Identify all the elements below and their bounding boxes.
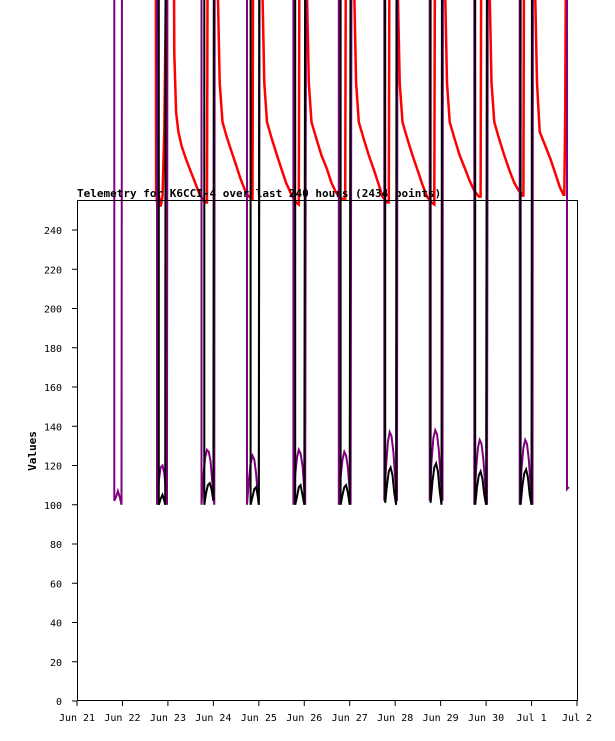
x-tick-label: Jun 23	[150, 713, 186, 724]
plot-frame	[77, 200, 578, 701]
x-tick-label: Jul 1	[516, 713, 546, 724]
x-tick-label: Jun 25	[241, 713, 277, 724]
y-tick-label: 200	[44, 305, 62, 316]
x-tick-label: Jun 30	[468, 713, 504, 724]
x-tick-label: Jun 24	[195, 713, 231, 724]
y-tick-label: 240	[44, 226, 62, 237]
y-tick-label: 100	[44, 501, 62, 512]
y-tick-label: 20	[50, 658, 62, 669]
x-tick-label: Jul 2	[562, 713, 592, 724]
y-tick-label: 120	[44, 462, 62, 473]
chart-title: Telemetry for K6CCI-4 over last 240 hour…	[77, 187, 441, 200]
x-axis: Jun 21 Jun 22 Jun 23 Jun 24 Jun 25 Jun 26 Jun …	[59, 700, 592, 724]
x-tick-label: Jun 22	[104, 713, 140, 724]
x-tick-label: Jun 27	[332, 713, 368, 724]
series-line-2	[157, 0, 533, 506]
y-tick-label: 140	[44, 422, 62, 433]
y-tick-label: 0	[56, 697, 62, 708]
y-tick-label: 220	[44, 265, 62, 276]
y-tick-label: 80	[50, 540, 62, 551]
x-tick-label: Jun 21	[59, 713, 95, 724]
y-axis: 0 20 40 60 80 100 120 140 160 180 200 220 240	[44, 226, 78, 708]
series-line-0	[154, 0, 567, 207]
y-tick-label: 160	[44, 383, 62, 394]
y-tick-label: 40	[50, 619, 62, 630]
x-tick-label: Jun 26	[286, 713, 322, 724]
series-layer	[113, 0, 570, 506]
y-axis-label: Values	[26, 431, 39, 471]
x-tick-label: Jun 29	[423, 713, 459, 724]
y-tick-label: 180	[44, 344, 62, 355]
series-line-1	[113, 0, 570, 506]
x-tick-label: Jun 28	[377, 713, 413, 724]
y-tick-label: 60	[50, 579, 62, 590]
